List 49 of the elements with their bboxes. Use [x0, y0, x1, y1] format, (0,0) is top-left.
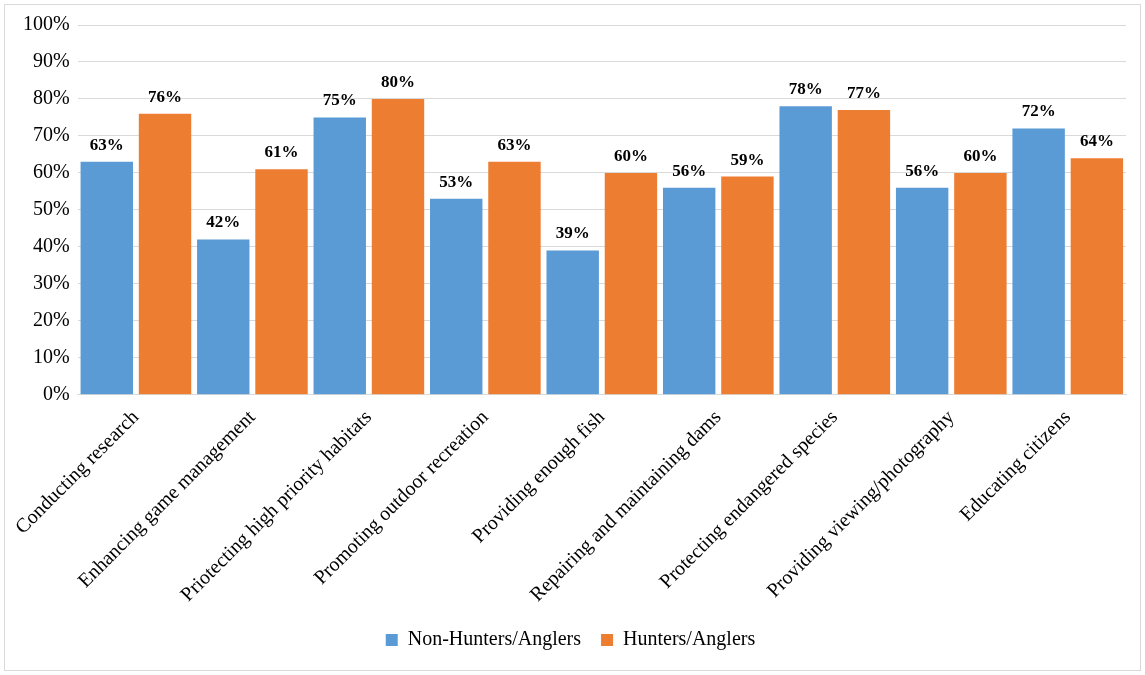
bar [1012, 128, 1065, 395]
bar [371, 98, 425, 395]
bar [721, 176, 774, 395]
y-tick-label: 30% [32, 271, 70, 294]
data-label: 78% [788, 79, 823, 99]
bar [80, 161, 133, 395]
y-tick-label: 10% [32, 345, 70, 368]
data-label: 80% [380, 71, 415, 91]
bar [313, 117, 366, 395]
data-label: 59% [730, 149, 765, 169]
data-label: 60% [613, 145, 648, 165]
data-label: 77% [846, 82, 881, 102]
y-tick-label: 80% [32, 86, 70, 109]
legend-label: Hunters/Anglers [623, 627, 756, 651]
data-label: 53% [439, 171, 474, 191]
legend-label: Non-Hunters/Anglers [407, 627, 582, 651]
bar [488, 161, 541, 395]
data-label: 56% [905, 160, 940, 180]
data-label: 60% [963, 145, 998, 165]
y-tick-label: 70% [32, 123, 70, 146]
bar [837, 110, 891, 395]
bar [138, 113, 192, 395]
data-label: 39% [555, 223, 590, 243]
y-tick-label: 90% [32, 49, 70, 72]
bar [546, 250, 599, 395]
bar [1070, 158, 1124, 395]
data-label: 75% [322, 90, 357, 110]
data-label: 63% [89, 134, 124, 154]
data-label: 76% [148, 86, 183, 106]
data-label: 61% [264, 142, 299, 162]
y-tick-label: 0% [42, 382, 70, 405]
bar [895, 187, 949, 395]
y-tick-label: 20% [32, 308, 70, 331]
data-label: 42% [206, 212, 241, 232]
data-label: 64% [1079, 131, 1114, 151]
data-label: 72% [1021, 101, 1056, 121]
bar [604, 172, 658, 395]
y-tick-label: 40% [32, 234, 70, 257]
y-tick-label: 100% [22, 12, 70, 35]
data-label: 63% [497, 134, 532, 154]
data-label: 56% [672, 160, 707, 180]
bar [662, 187, 716, 395]
bar [430, 198, 483, 395]
bar [954, 172, 1007, 395]
bar [779, 106, 832, 395]
y-tick-label: 50% [32, 197, 70, 220]
bar [197, 239, 250, 395]
y-tick-label: 60% [32, 160, 70, 183]
bar [255, 169, 308, 395]
